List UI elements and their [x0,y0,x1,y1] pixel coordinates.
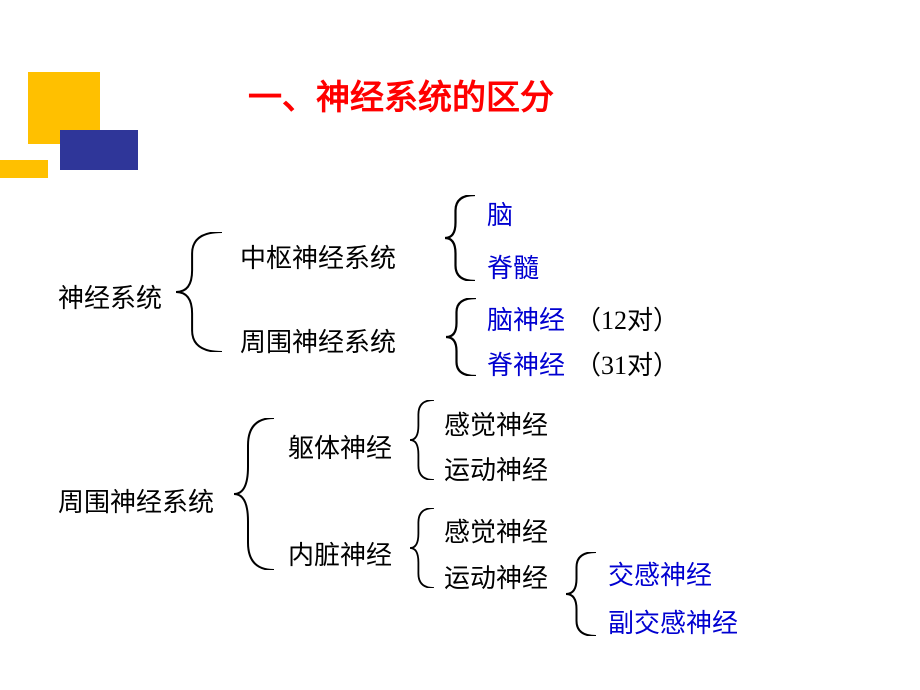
node-parasympathetic: 副交感神经 [608,603,738,640]
node-cranial_count: （12对） [575,300,679,337]
node-spinal_nerve: 脊神经 [487,345,565,382]
deco-yellow-strip [0,160,48,178]
deco-blue-block [60,130,138,170]
node-cranial: 脑神经 [487,300,565,337]
node-sympathetic: 交感神经 [608,555,712,592]
brace-b7 [566,552,596,636]
node-somatic: 躯体神经 [288,428,392,465]
brace-b6 [410,508,434,588]
node-sensory1: 感觉神经 [444,405,548,442]
brace-b1 [176,232,222,352]
node-spinal_count: （31对） [575,345,679,382]
brace-b4 [234,418,274,570]
node-nervous_system: 神经系统 [58,278,162,315]
node-central: 中枢神经系统 [240,238,396,275]
node-visceral: 内脏神经 [288,535,392,572]
node-motor1: 运动神经 [444,450,548,487]
node-peripheral2: 周围神经系统 [58,482,214,519]
brace-b2 [445,195,475,281]
node-spinal_cord: 脊髓 [487,248,539,285]
brace-b3 [446,298,476,376]
node-sensory2: 感觉神经 [444,512,548,549]
brace-b5 [410,400,434,480]
node-peripheral1: 周围神经系统 [240,322,396,359]
node-motor2: 运动神经 [444,558,548,595]
page-title: 一、神经系统的区分 [248,70,554,119]
node-brain: 脑 [487,195,513,232]
